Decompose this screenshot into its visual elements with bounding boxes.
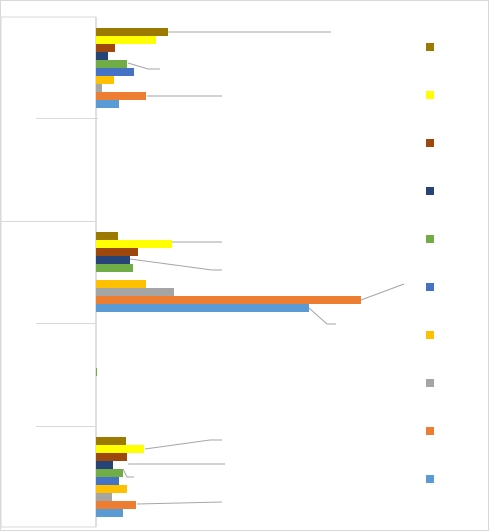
bar-s9-c2 [96,304,309,312]
bar-s9-c0 [96,100,119,108]
bar-s3-c4 [96,461,113,469]
bar-s2-c0 [96,44,115,52]
category-axis [0,16,98,528]
bar-layer [96,28,361,517]
bar-s3-c0 [96,52,108,60]
legend-key-5 [426,283,434,291]
bar-s1-c4 [96,445,144,453]
legend [426,43,434,483]
bar-s7-c2 [96,288,174,296]
data-label-leader-line [127,62,160,70]
data-label-leader-line [122,468,134,478]
legend-key-2 [426,139,434,147]
category-axis-box [0,16,97,528]
legend-key-8 [426,427,434,435]
bar-s1-c0 [96,36,156,44]
bar-s4-c4 [96,469,123,477]
bar-s2-c4 [96,453,127,461]
bar-s3-c2 [96,256,130,264]
legend-key-7 [426,379,434,387]
legend-key-6 [426,331,434,339]
bar-s7-c0 [96,84,102,92]
bar-s8-c0 [96,92,146,100]
bar-s0-c0 [96,28,168,36]
legend-key-0 [426,43,434,51]
bar-s4-c3 [96,368,97,376]
legend-key-3 [426,187,434,195]
data-label-leader-line [136,501,223,505]
bar-s5-c4 [96,477,119,485]
bar-s6-c2 [96,280,146,288]
legend-key-1 [426,91,434,99]
data-label-leader-line [360,283,405,301]
bar-s1-c2 [96,240,172,248]
legend-key-4 [426,235,434,243]
bar-s2-c2 [96,248,138,256]
data-label-leader-line [129,258,222,271]
bar-s8-c2 [96,296,361,304]
bar-s0-c2 [96,232,118,240]
bar-s7-c4 [96,493,112,501]
bar-s4-c2 [96,264,133,272]
data-label-leader-line [308,307,336,325]
bar-s6-c4 [96,485,127,493]
legend-key-9 [426,475,434,483]
bar-s9-c4 [96,509,123,517]
bar-s6-c0 [96,76,114,84]
bar-s5-c0 [96,68,134,76]
data-label-leader-line [144,439,222,450]
leader-line-layer [122,31,405,505]
bar-s8-c4 [96,501,136,509]
bar-s0-c4 [96,437,126,445]
bar-s4-c0 [96,60,127,68]
